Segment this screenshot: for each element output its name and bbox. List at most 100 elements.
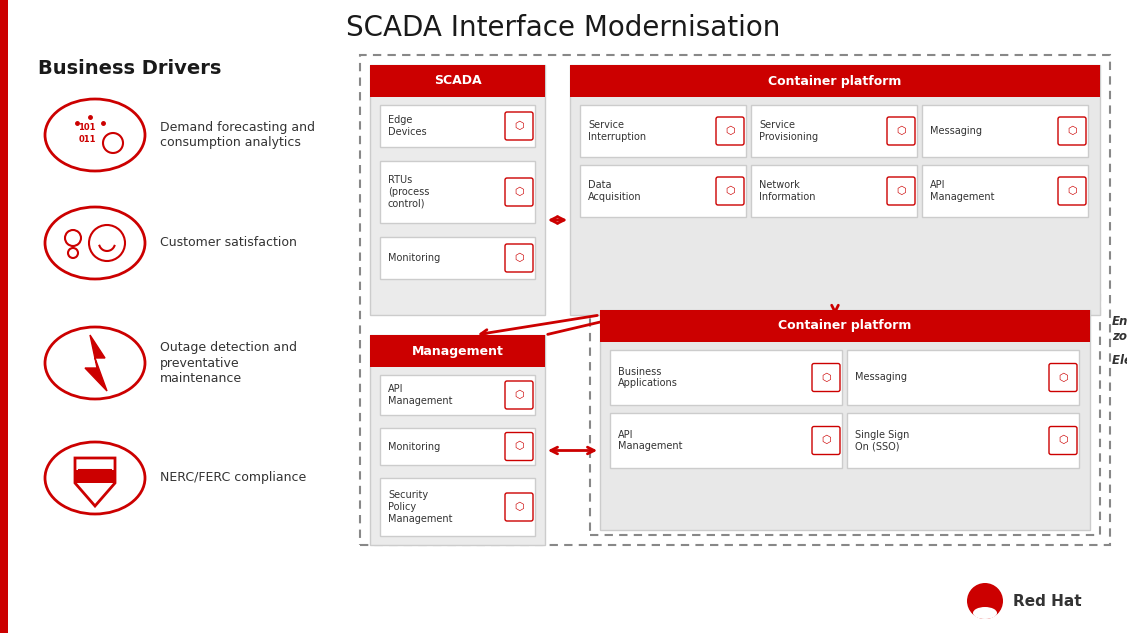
Polygon shape bbox=[85, 335, 107, 391]
Bar bbox=[751, 165, 917, 217]
Text: Security
Policy
Management: Security Policy Management bbox=[388, 491, 453, 523]
Text: Demand forecasting and
consumption analytics: Demand forecasting and consumption analy… bbox=[160, 121, 316, 149]
Bar bbox=[370, 335, 545, 545]
Ellipse shape bbox=[973, 607, 997, 619]
Bar bbox=[570, 65, 1100, 315]
FancyBboxPatch shape bbox=[1058, 117, 1086, 145]
Text: RTUs
(process
control): RTUs (process control) bbox=[388, 175, 429, 209]
Text: API
Management: API Management bbox=[618, 430, 683, 451]
Ellipse shape bbox=[45, 327, 145, 399]
Bar bbox=[600, 310, 1090, 530]
Circle shape bbox=[68, 248, 78, 258]
Bar bbox=[610, 350, 842, 405]
Bar bbox=[76, 470, 115, 483]
Text: ⬡: ⬡ bbox=[1067, 126, 1077, 136]
Bar bbox=[848, 350, 1079, 405]
Bar bbox=[380, 161, 535, 223]
FancyBboxPatch shape bbox=[811, 363, 840, 391]
FancyBboxPatch shape bbox=[505, 112, 533, 140]
Text: Red Hat: Red Hat bbox=[1013, 594, 1082, 608]
Text: 101: 101 bbox=[78, 123, 96, 132]
FancyBboxPatch shape bbox=[716, 177, 744, 205]
Text: ⬡: ⬡ bbox=[896, 126, 906, 136]
Bar bbox=[922, 165, 1088, 217]
Text: Single Sign
On (SSO): Single Sign On (SSO) bbox=[855, 430, 909, 451]
Text: ⬡: ⬡ bbox=[822, 436, 831, 446]
Text: ⬡: ⬡ bbox=[725, 126, 735, 136]
Text: ⬡: ⬡ bbox=[1067, 186, 1077, 196]
Bar bbox=[922, 105, 1088, 157]
Ellipse shape bbox=[45, 207, 145, 279]
Text: ⬡: ⬡ bbox=[1058, 372, 1068, 382]
FancyBboxPatch shape bbox=[1058, 177, 1086, 205]
Bar bbox=[370, 65, 545, 315]
Ellipse shape bbox=[45, 99, 145, 171]
FancyBboxPatch shape bbox=[887, 177, 915, 205]
Text: Enterprise
zone: Enterprise zone bbox=[1112, 315, 1127, 343]
Text: ⬡: ⬡ bbox=[896, 186, 906, 196]
Bar bbox=[610, 413, 842, 468]
Text: Messaging: Messaging bbox=[930, 126, 982, 136]
Text: Edge
Devices: Edge Devices bbox=[388, 115, 427, 137]
Bar bbox=[600, 310, 1090, 342]
FancyBboxPatch shape bbox=[505, 244, 533, 272]
Text: ⬡: ⬡ bbox=[1058, 436, 1068, 446]
FancyBboxPatch shape bbox=[716, 117, 744, 145]
Ellipse shape bbox=[45, 442, 145, 514]
FancyBboxPatch shape bbox=[1049, 427, 1077, 454]
Text: Customer satisfaction: Customer satisfaction bbox=[160, 237, 296, 249]
Polygon shape bbox=[76, 458, 115, 506]
Text: Business
Applications: Business Applications bbox=[618, 367, 677, 388]
Text: Network
Information: Network Information bbox=[758, 180, 816, 202]
Text: NERC/FERC compliance: NERC/FERC compliance bbox=[160, 472, 307, 484]
Bar bbox=[380, 375, 535, 415]
Bar bbox=[370, 335, 545, 367]
Bar bbox=[580, 105, 746, 157]
FancyBboxPatch shape bbox=[811, 427, 840, 454]
Text: Messaging: Messaging bbox=[855, 372, 907, 382]
Text: Outage detection and
preventative
maintenance: Outage detection and preventative mainte… bbox=[160, 341, 298, 384]
Text: ⬡: ⬡ bbox=[514, 390, 524, 400]
Bar bbox=[360, 55, 1110, 545]
Text: ⬡: ⬡ bbox=[514, 187, 524, 197]
Text: API
Management: API Management bbox=[930, 180, 994, 202]
Bar bbox=[370, 65, 545, 97]
FancyBboxPatch shape bbox=[505, 381, 533, 409]
Text: 011: 011 bbox=[78, 134, 96, 144]
Bar bbox=[570, 65, 1100, 97]
Bar bbox=[580, 165, 746, 217]
Bar bbox=[591, 295, 1100, 535]
Circle shape bbox=[103, 133, 123, 153]
Text: Container platform: Container platform bbox=[769, 75, 902, 87]
Text: Data
Acquisition: Data Acquisition bbox=[588, 180, 641, 202]
Circle shape bbox=[967, 583, 1003, 619]
Bar bbox=[380, 428, 535, 465]
Text: Service
Interruption: Service Interruption bbox=[588, 120, 646, 142]
FancyBboxPatch shape bbox=[505, 432, 533, 460]
Text: ⬡: ⬡ bbox=[514, 121, 524, 131]
FancyBboxPatch shape bbox=[1049, 363, 1077, 391]
Bar bbox=[380, 105, 535, 147]
Text: Electric zone: Electric zone bbox=[1112, 353, 1127, 367]
Text: ⬡: ⬡ bbox=[822, 372, 831, 382]
Text: SCADA: SCADA bbox=[434, 75, 481, 87]
Text: ⬡: ⬡ bbox=[725, 186, 735, 196]
Bar bbox=[751, 105, 917, 157]
FancyBboxPatch shape bbox=[887, 117, 915, 145]
Text: ⬡: ⬡ bbox=[514, 253, 524, 263]
FancyBboxPatch shape bbox=[505, 178, 533, 206]
Bar bbox=[380, 237, 535, 279]
Text: SCADA Interface Modernisation: SCADA Interface Modernisation bbox=[346, 14, 780, 42]
Text: Monitoring: Monitoring bbox=[388, 441, 441, 451]
Text: ⬡: ⬡ bbox=[514, 441, 524, 451]
Text: Service
Provisioning: Service Provisioning bbox=[758, 120, 818, 142]
FancyBboxPatch shape bbox=[505, 493, 533, 521]
Text: Business Drivers: Business Drivers bbox=[38, 58, 221, 77]
Circle shape bbox=[65, 230, 81, 246]
Bar bbox=[0, 0, 8, 633]
Text: Management: Management bbox=[411, 344, 504, 358]
Text: API
Management: API Management bbox=[388, 384, 453, 406]
Text: ⬡: ⬡ bbox=[514, 502, 524, 512]
Bar bbox=[380, 478, 535, 536]
Text: Monitoring: Monitoring bbox=[388, 253, 441, 263]
